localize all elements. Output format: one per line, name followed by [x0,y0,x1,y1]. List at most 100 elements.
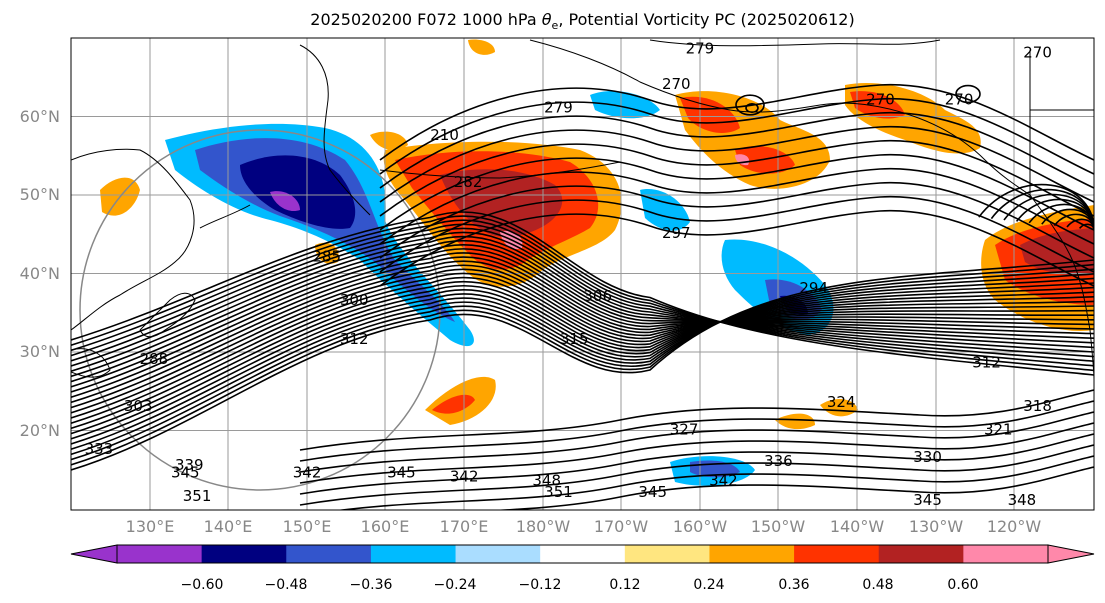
theta-e-contour [71,256,1094,398]
colorbar-frame [116,544,1049,564]
colorbar-tick-label: −0.12 [519,577,562,593]
lon-label: 150°E [283,517,332,536]
theta-e-contour [379,125,1094,203]
theta-e-contour [299,400,1094,462]
lon-label: 180°W [516,517,571,536]
lon-axis: 130°E 140°E 150°E 160°E 170°E 180°W 170°… [126,517,1042,536]
lat-axis: 60°N 50°N 40°N 30°N 20°N [20,107,60,440]
theta-e-contour [71,276,1094,424]
colorbar-tick-label: 0.60 [947,577,978,593]
colorbar-segment [117,545,203,563]
lat-label: 40°N [20,264,60,283]
pv-positive-goa-east [735,145,795,174]
contour-label: 324 [827,393,856,411]
colorbar-segment [624,545,710,563]
contour-label: 285 [312,248,341,266]
contour-label: 348 [532,471,561,489]
contour-label: 282 [454,173,483,191]
theta-e-contour [71,263,1094,466]
theta-e-contour [379,209,1094,287]
contour-label: 345 [638,483,667,501]
contour-label: 345 [171,464,200,482]
coastline-na-west [1029,194,1094,381]
colorbar-extend-low [70,544,118,564]
theta-e-contour [379,97,1094,175]
lat-label: 60°N [20,107,60,126]
theta-e-contour [299,389,1094,451]
contour-label: 348 [1008,491,1037,509]
lon-label: 130°W [909,517,964,536]
colorbar-ticks: −0.60 −0.48 −0.36 −0.24 −0.12 0.12 0.24 … [181,577,979,593]
theta-e-contour [71,219,1094,367]
theta-e-contour [71,252,1094,393]
colorbar-segment [963,545,1049,563]
coastline-canada [1029,50,1094,200]
colorbar-tick-label: −0.48 [265,577,308,593]
graticule [71,38,1094,510]
theta-e-contour [71,211,1094,376]
colorbar-segment [794,545,880,563]
theta-e-contour [71,277,1094,450]
theta-e-contour [71,273,1094,456]
theta-e-contour [379,167,1094,245]
theta-e-contour [71,215,1094,372]
theta-e-contour [735,94,765,116]
title-theta-sub: e [551,19,559,33]
contour-label: 288 [140,350,169,368]
lon-label: 120°W [987,517,1042,536]
lon-label: 140°E [204,517,253,536]
contour-label: 330 [913,448,942,466]
colorbar-tick-label: −0.36 [350,577,393,593]
theta-e-contour [71,280,1094,430]
contour-label: 327 [670,420,699,438]
contour-label: 345 [913,491,942,509]
coastline-asia [71,148,195,331]
theta-e-contour [71,239,1094,378]
lon-label: 160°W [673,517,728,536]
colorbar-tick-label: 0.24 [693,577,724,593]
pv-positive-goa-core [680,96,740,133]
colorbar-tick-label: 0.12 [609,577,640,593]
colorbar-segment [286,545,372,563]
coastline-aleutians [379,161,621,179]
highlight-circle [79,129,441,491]
theta-e-contour [71,259,1094,471]
theta-e-contour [299,433,1094,495]
map-frame [70,37,1095,511]
pv-positive-arctic [468,39,495,55]
colorbar-segment [540,545,626,563]
contour-label: 210 [430,126,459,144]
contour-labels: 279 270 270 270 270 279 210 282 297 285 306 294 300 3… [85,40,1052,509]
contour-label: 345 [387,464,416,482]
contour-label: 300 [340,291,369,309]
contour-label: 315 [560,330,589,348]
theta-e-contour [71,235,1094,372]
colorbar-tick-label: 0.48 [862,577,893,593]
lat-label: 30°N [20,342,60,361]
contour-label: 321 [984,420,1013,438]
colorbar-segment [370,545,457,563]
theta-e-contour [71,243,1094,383]
theta-e-contour [71,284,1094,435]
lon-label: 170°E [440,517,489,536]
contour-label: 279 [686,40,715,58]
theta-e-contour [299,411,1094,473]
contour-label: 342 [293,464,322,482]
coastline-kamchatka [299,44,371,216]
theta-e-contour [491,466,1094,510]
theta-e-contour [71,231,1094,367]
theta-e-contour [379,153,1094,231]
contour-label: 336 [764,452,793,470]
contour-label: 342 [709,471,738,489]
theta-e-contour [71,260,1094,404]
theta-e-contour [379,111,1094,189]
pv-positive-subtropic-east [775,413,815,430]
colorbar-tick-label: 0.36 [778,577,809,593]
coastline-korea [71,348,111,378]
colorbar-extend-high [1047,544,1095,564]
lon-label: 130°E [126,517,175,536]
pv-positive-ak-core [850,91,905,119]
contour-label: 312 [972,354,1001,372]
theta-e-contour [71,268,1094,461]
